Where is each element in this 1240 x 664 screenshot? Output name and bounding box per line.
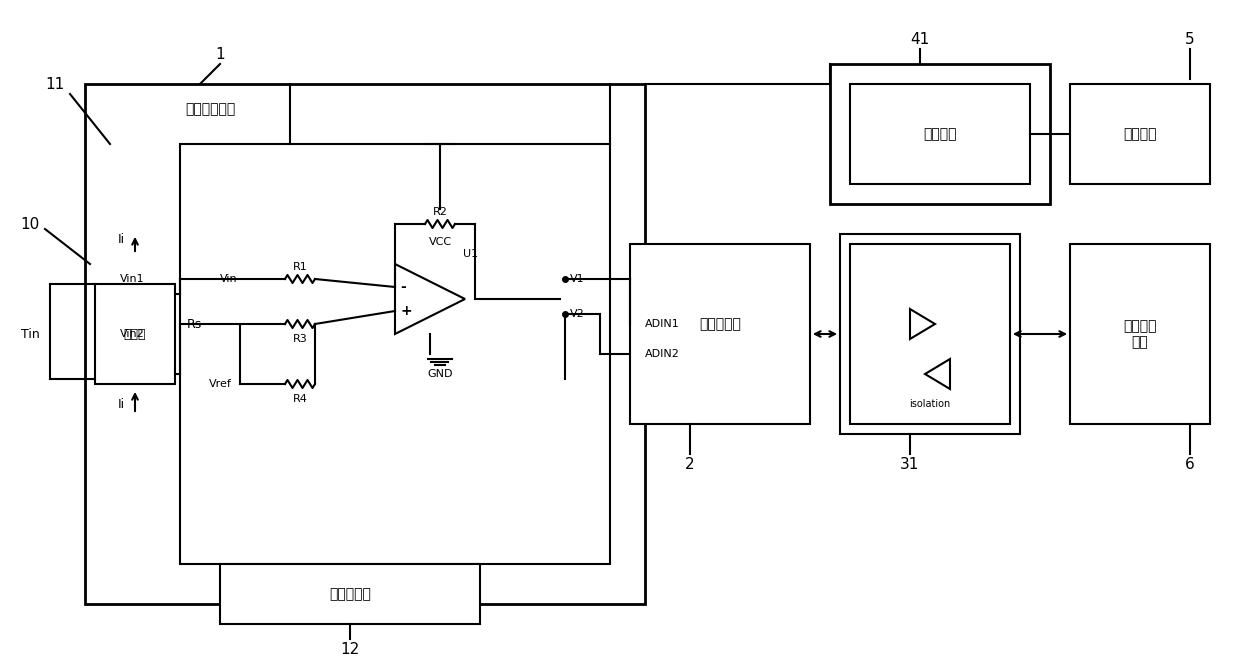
Text: 隔离电源: 隔离电源 xyxy=(924,127,957,141)
Text: Vin: Vin xyxy=(219,274,238,284)
Text: Tin: Tin xyxy=(21,327,40,341)
Text: Ii: Ii xyxy=(118,398,125,410)
Bar xyxy=(830,64,1050,204)
Text: ADIN1: ADIN1 xyxy=(645,319,680,329)
Text: isolation: isolation xyxy=(909,399,951,409)
Text: GND: GND xyxy=(428,369,453,379)
Text: VCC: VCC xyxy=(429,237,451,247)
Text: R1: R1 xyxy=(293,262,308,272)
Text: Vref: Vref xyxy=(208,379,232,389)
Text: -: - xyxy=(401,280,405,294)
Text: 10: 10 xyxy=(20,216,40,232)
Bar xyxy=(1070,84,1210,184)
Text: 信号转换模块: 信号转换模块 xyxy=(185,102,236,116)
Text: 外部电源: 外部电源 xyxy=(1123,127,1157,141)
Text: 31: 31 xyxy=(900,457,920,471)
Bar xyxy=(839,234,1021,434)
Text: Rs: Rs xyxy=(187,317,202,331)
Text: U1: U1 xyxy=(463,249,479,259)
Text: 2: 2 xyxy=(686,457,694,471)
Bar xyxy=(95,284,175,384)
Bar xyxy=(219,564,480,624)
Text: ADIN2: ADIN2 xyxy=(645,349,680,359)
Text: V1: V1 xyxy=(570,274,584,284)
Bar xyxy=(630,244,810,424)
Text: 控制器单元: 控制器单元 xyxy=(699,317,742,331)
Text: +: + xyxy=(401,304,412,318)
Text: Vin2: Vin2 xyxy=(120,329,145,339)
Text: 外部测量
系统: 外部测量 系统 xyxy=(1123,319,1157,349)
Text: Vin1: Vin1 xyxy=(120,274,145,284)
Text: 41: 41 xyxy=(910,31,930,46)
Text: 5: 5 xyxy=(1185,31,1195,46)
Bar xyxy=(86,84,645,604)
Text: R2: R2 xyxy=(433,207,448,217)
Text: Ii: Ii xyxy=(118,232,125,246)
Text: 分流器: 分流器 xyxy=(124,327,146,341)
Bar xyxy=(1070,244,1210,424)
Text: 1: 1 xyxy=(216,46,224,62)
Text: 6: 6 xyxy=(1185,457,1195,471)
Text: R4: R4 xyxy=(293,394,308,404)
Bar xyxy=(849,244,1011,424)
Text: 11: 11 xyxy=(46,76,64,92)
Text: 温度传感器: 温度传感器 xyxy=(329,587,371,601)
Bar xyxy=(849,84,1030,184)
Bar xyxy=(180,144,610,564)
Text: 12: 12 xyxy=(340,641,360,657)
Text: R3: R3 xyxy=(293,334,308,344)
Text: V2: V2 xyxy=(570,309,585,319)
